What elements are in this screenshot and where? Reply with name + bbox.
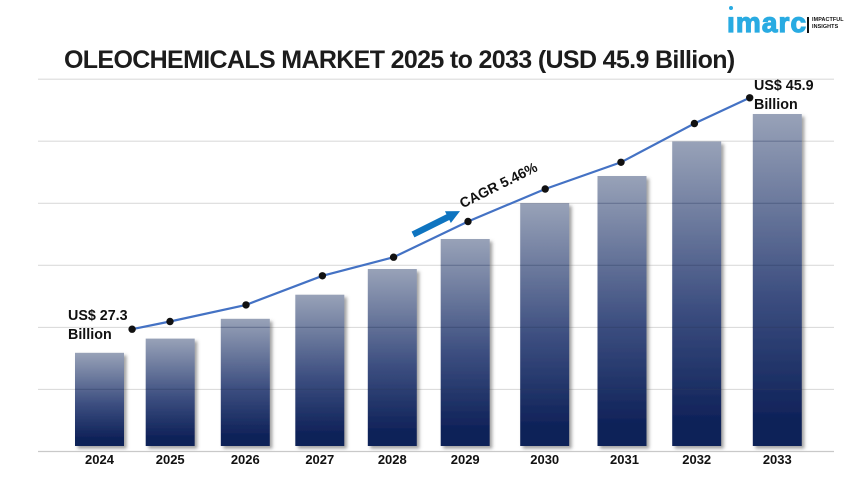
svg-text:2024: 2024 — [85, 452, 115, 467]
svg-text:2027: 2027 — [305, 452, 334, 467]
svg-text:2033: 2033 — [763, 452, 792, 467]
svg-text:2032: 2032 — [682, 452, 711, 467]
svg-text:2025: 2025 — [156, 452, 185, 467]
svg-text:2026: 2026 — [231, 452, 260, 467]
svg-text:2031: 2031 — [610, 452, 639, 467]
svg-text:2030: 2030 — [530, 452, 559, 467]
svg-text:2029: 2029 — [451, 452, 480, 467]
svg-text:2028: 2028 — [378, 452, 407, 467]
